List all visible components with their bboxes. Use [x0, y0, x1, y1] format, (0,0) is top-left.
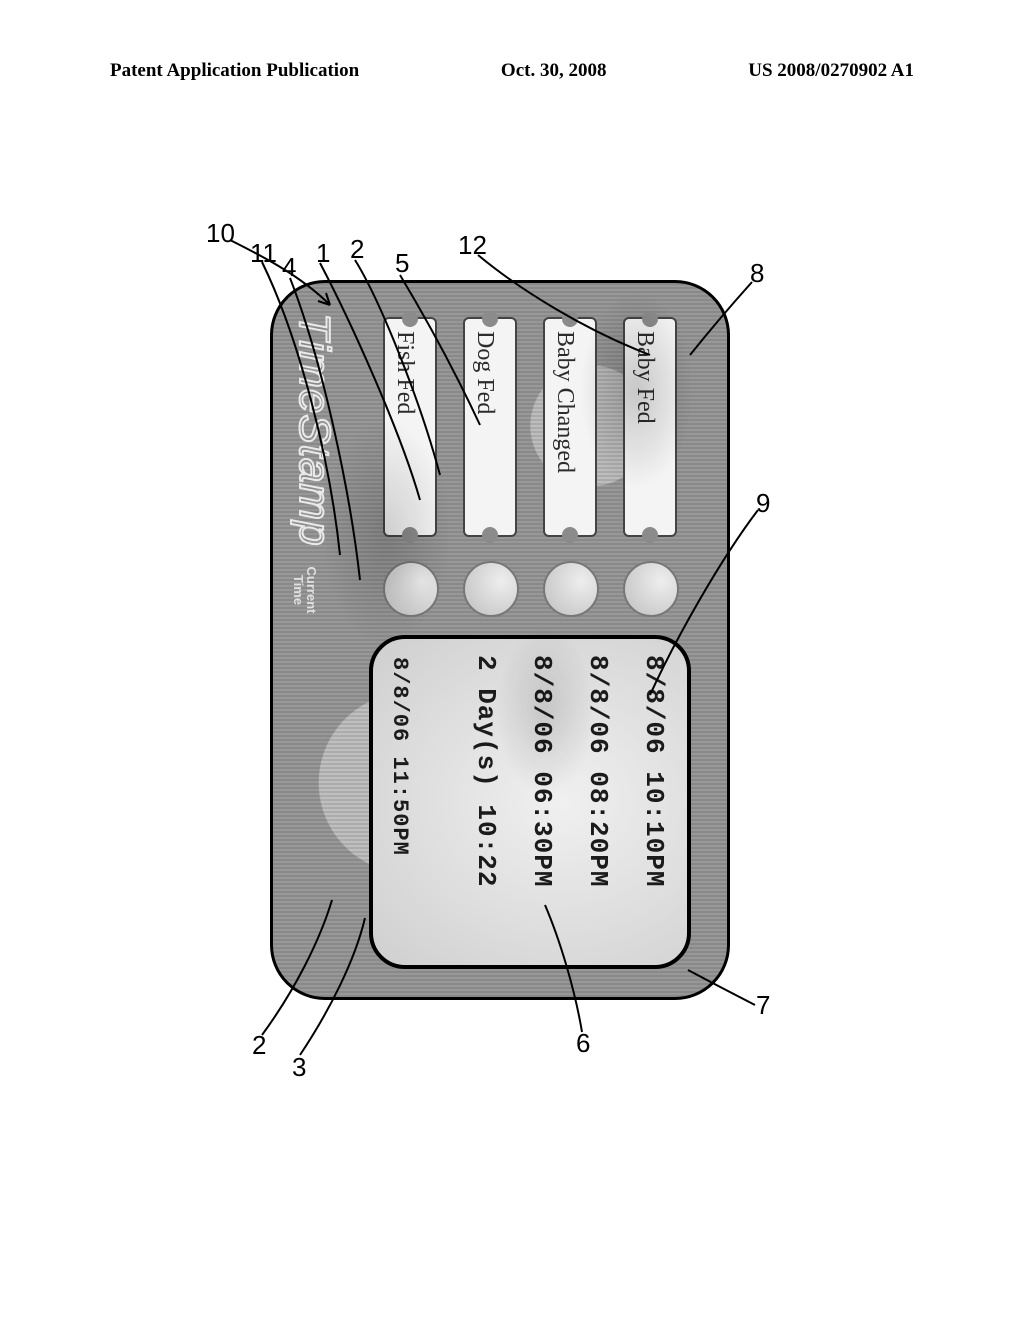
page-header: Patent Application Publication Oct. 30, …: [0, 60, 1024, 82]
label-slot-1: Baby Fed: [623, 317, 677, 537]
device-rotated-wrapper: Baby Fed Baby Changed Dog Fed Fish Fed 8…: [270, 280, 730, 1000]
record-button-1[interactable]: [623, 561, 679, 617]
header-center: Oct. 30, 2008: [501, 60, 607, 82]
ref-10: 10: [206, 218, 235, 249]
label-slot-2: Baby Changed: [543, 317, 597, 537]
screen-current-time: 8/8/06 11:50PM: [387, 657, 412, 856]
ref-4: 4: [282, 252, 296, 283]
screen-row-3: 8/8/06 06:30PM: [529, 655, 555, 965]
label-text-3: Dog Fed: [471, 331, 498, 414]
ref-8: 8: [750, 258, 764, 289]
screen-row-1: 8/8/06 10:10PM: [641, 655, 667, 965]
current-time-caption: Current Time: [291, 555, 318, 625]
ref-6: 6: [576, 1028, 590, 1059]
ref-1: 1: [316, 238, 330, 269]
ref-3: 3: [292, 1052, 306, 1083]
header-right: US 2008/0270902 A1: [748, 60, 914, 82]
ref-2b: 2: [252, 1030, 266, 1061]
ref-7: 7: [756, 990, 770, 1021]
ref-12: 12: [458, 230, 487, 261]
record-button-4[interactable]: [383, 561, 439, 617]
ref-2t: 2: [350, 234, 364, 265]
label-slot-4: Fish Fed: [383, 317, 437, 537]
screen-row-2: 8/8/06 08:20PM: [585, 655, 611, 965]
label-slot-3: Dog Fed: [463, 317, 517, 537]
label-text-4: Fish Fed: [391, 331, 418, 414]
ref-11: 11: [250, 238, 277, 269]
label-text-1: Baby Fed: [631, 331, 658, 424]
record-button-3[interactable]: [463, 561, 519, 617]
screen-row-4: 2 Day(s) 10:22: [473, 655, 499, 965]
record-button-2[interactable]: [543, 561, 599, 617]
lcd-screen: 8/8/06 10:10PM 8/8/06 08:20PM 8/8/06 06:…: [369, 635, 691, 969]
brand-logo: TimeStamp: [289, 313, 339, 547]
header-left: Patent Application Publication: [110, 60, 359, 82]
timestamp-device: Baby Fed Baby Changed Dog Fed Fish Fed 8…: [270, 280, 730, 1000]
ref-9: 9: [756, 488, 770, 519]
patent-figure: Baby Fed Baby Changed Dog Fed Fish Fed 8…: [180, 230, 820, 1050]
label-text-2: Baby Changed: [551, 331, 578, 473]
ref-5: 5: [395, 248, 409, 279]
